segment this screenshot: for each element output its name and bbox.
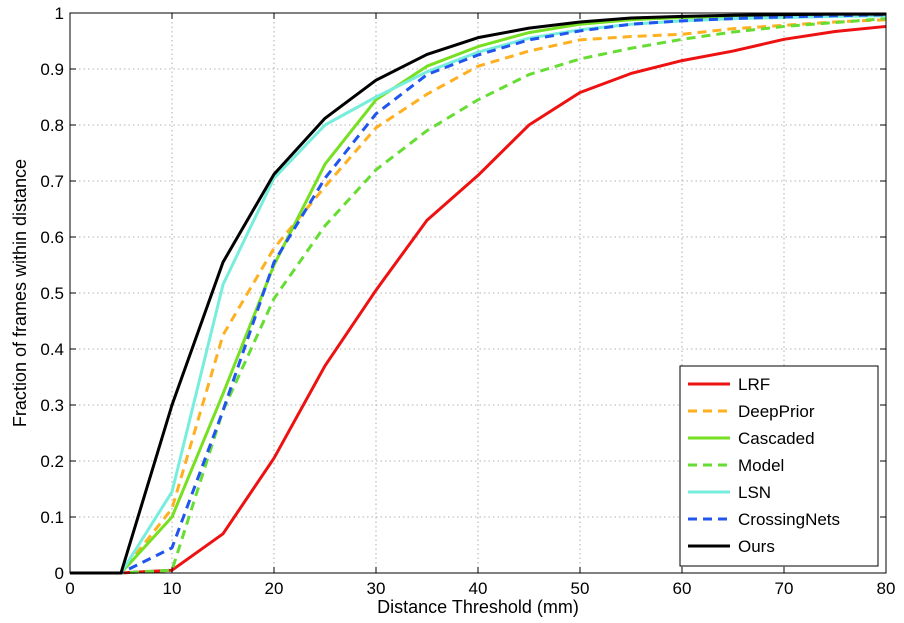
legend-label: Model — [738, 456, 784, 475]
x-tick-label: 80 — [877, 579, 896, 598]
y-tick-label: 0.2 — [40, 452, 64, 471]
legend-label: Ours — [738, 537, 775, 556]
y-tick-label: 0.6 — [40, 228, 64, 247]
series-line-model — [70, 17, 887, 575]
legend-label: CrossingNets — [738, 510, 840, 529]
x-axis-label: Distance Threshold (mm) — [377, 597, 579, 617]
y-tick-label: 0.1 — [40, 508, 64, 527]
series-line-lsn — [70, 14, 887, 575]
legend-label: LRF — [738, 375, 770, 394]
series-line-lrf — [70, 24, 887, 575]
series-line-ours — [70, 12, 886, 575]
y-axis-label: Fraction of frames within distance — [10, 159, 30, 427]
x-tick-label: 0 — [65, 579, 74, 598]
y-tick-label: 0.9 — [40, 60, 64, 79]
y-tick-label: 0.8 — [40, 116, 64, 135]
legend-label: DeepPrior — [738, 402, 815, 421]
y-tick-label: 1 — [55, 4, 64, 23]
series-line-deepprior — [70, 18, 887, 575]
x-tick-label: 60 — [673, 579, 692, 598]
y-tick-label: 0 — [55, 564, 64, 583]
legend-label: Cascaded — [738, 429, 815, 448]
series-line-crossingnets — [70, 13, 887, 575]
y-tick-label: 0.3 — [40, 396, 64, 415]
y-tick-label: 0.5 — [40, 284, 64, 303]
x-tick-label: 50 — [571, 579, 590, 598]
x-tick-label: 70 — [775, 579, 794, 598]
axes — [69, 12, 887, 574]
legend-label: LSN — [738, 483, 771, 502]
tick-labels: 0 10 20 30 40 50 60 70 80 0 0.1 0.2 0.3 0.4 0.5 0.6 0.7 0… — [40, 4, 895, 598]
y-tick-label: 0.7 — [40, 172, 64, 191]
legend: LRF DeepPrior Cascaded Model LSN CrossingNets… — [679, 365, 879, 567]
series-lines — [70, 12, 887, 575]
x-tick-label: 40 — [469, 579, 488, 598]
legend-box — [679, 365, 879, 567]
x-tick-label: 20 — [265, 579, 284, 598]
y-tick-label: 0.4 — [40, 340, 64, 359]
x-tick-label: 10 — [163, 579, 182, 598]
x-tick-label: 30 — [367, 579, 386, 598]
